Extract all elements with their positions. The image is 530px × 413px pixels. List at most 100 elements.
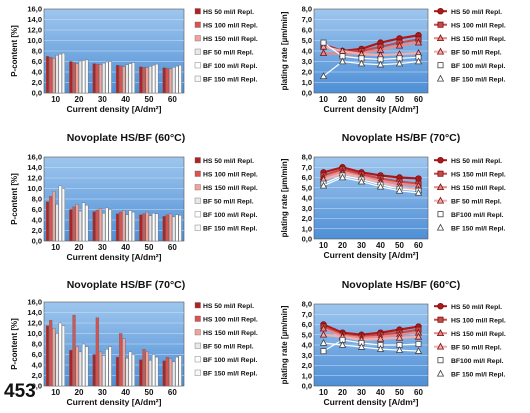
legend-entry: HS 150 ml/l Repl. (194, 329, 258, 337)
bar (165, 68, 169, 94)
bar (178, 215, 182, 242)
y-tick-label: 5,0 (302, 183, 312, 192)
legend-swatch (194, 48, 201, 55)
chart-title: Novoplate HS/BF (60°C) (342, 279, 461, 291)
bar (81, 60, 86, 94)
bar (178, 64, 182, 94)
y-tick-label: 14,0 (27, 308, 42, 317)
bar (168, 358, 173, 387)
bar (172, 216, 176, 242)
bar (85, 205, 89, 242)
y-tick-label: 14,0 (27, 163, 42, 172)
y-tick-label: 16,0 (27, 298, 42, 307)
bar (115, 213, 120, 242)
x-tick-label: 50 (145, 243, 154, 252)
x-tick-label: 60 (414, 388, 423, 397)
bar (108, 61, 112, 94)
data-point (376, 334, 385, 342)
x-tick-label: 40 (121, 95, 130, 104)
legend-marker (436, 34, 445, 41)
x-tick-label: 40 (121, 388, 130, 397)
bar (162, 67, 166, 94)
legend-entry: HS 50 ml/l Repl. (194, 302, 254, 310)
bar (139, 359, 143, 387)
x-tick-label: 30 (357, 388, 366, 397)
y-axis-label: plating rate [µm/min] (280, 305, 289, 384)
series-line (323, 176, 419, 194)
bar (151, 64, 156, 94)
x-tick-label: 10 (319, 95, 328, 104)
data-point (320, 348, 327, 355)
bar (102, 62, 106, 94)
legend-entry: BF 100 ml/l Repl. (434, 62, 506, 70)
bar (128, 63, 132, 94)
y-tick-label: 6,0 (32, 350, 42, 359)
bar (52, 58, 56, 94)
bar (139, 214, 143, 242)
legend-entry: HS 50 ml/l Repl. (434, 156, 502, 165)
y-tick-label: 4,0 (32, 68, 42, 77)
bar (139, 66, 143, 94)
x-axis-label: Current density [A/dm²] (324, 397, 419, 407)
bar (125, 64, 129, 94)
y-tick-label: 7,0 (302, 163, 312, 172)
legend-swatch (194, 302, 201, 309)
legend-entry: BF100 ml/l Repl. (434, 357, 504, 365)
legend-label: BF 50 ml/l Repl. (451, 344, 502, 351)
legend-label: HS 150 ml/l Repl. (451, 36, 506, 43)
series-line (323, 42, 419, 61)
legend-label: BF 50 ml/l Repl. (451, 198, 502, 205)
y-tick-label: 6,0 (32, 205, 42, 214)
bar (69, 61, 73, 94)
y-tick-label: 12,0 (27, 26, 42, 35)
y-tick-label: 0,0 (302, 382, 312, 391)
bar (172, 67, 176, 94)
y-tick-label: 12,0 (27, 174, 42, 183)
bar (78, 210, 82, 242)
bar (92, 211, 96, 242)
bar (142, 213, 146, 242)
bar (162, 216, 166, 242)
y-tick-label: 16,0 (27, 153, 42, 162)
y-tick-label: 4,0 (302, 341, 312, 350)
legend-label: BF 100 ml/l Repl. (203, 212, 258, 219)
bar (55, 333, 59, 387)
legend-swatch (194, 197, 201, 204)
y-tick-label: 3,0 (302, 351, 312, 360)
y-tick-label: 14,0 (27, 15, 42, 24)
y-tick-label: 10,0 (27, 329, 42, 338)
bar (55, 204, 59, 242)
bar (145, 211, 149, 242)
legend-swatch (194, 224, 201, 231)
chart-panel-2: 0,0 1,02,0 3,04,0 5,06,0 7,08,0 plating rate … (280, 5, 506, 115)
legend-swatch (194, 62, 201, 69)
legend-label: HS 150 ml/l Repl. (451, 185, 506, 192)
legend-swatch (194, 184, 201, 191)
x-tick-label: 30 (98, 243, 107, 252)
legend-entry: BF 150 ml/l Repl. (194, 369, 258, 377)
y-tick-label: 5,0 (302, 330, 312, 339)
y-tick-label: 8,0 (32, 340, 42, 349)
legend-entry: HS 100 ml/l Repl. (194, 21, 258, 29)
bar (119, 333, 123, 387)
legend-entry: HS 50 ml/l Repl. (434, 7, 502, 16)
bar (92, 354, 96, 387)
legend-label: HS 50 ml/l Repl. (203, 9, 254, 16)
data-point (319, 72, 328, 79)
bar (85, 59, 89, 94)
y-tick-label: 8,0 (32, 195, 42, 204)
y-axis-label: plating rate [µm/min] (280, 11, 289, 90)
bar (105, 349, 109, 387)
chart-panel-4: Novoplate HS/BF (70°C) 0,0 1,02,03,04,0 5,0… (280, 132, 506, 260)
legend-entry: HS 50 ml/l Repl. (434, 303, 502, 311)
data-point (414, 347, 423, 354)
bar (58, 53, 62, 94)
legend-label: BF 50 ml/l Repl. (203, 49, 254, 56)
legend-label: HS 150 ml/l Repl. (203, 36, 258, 43)
bar (81, 343, 86, 387)
bar (172, 361, 176, 387)
series-line (323, 174, 419, 192)
x-tick-label: 40 (376, 95, 385, 104)
bar (75, 204, 79, 242)
legend-entry: BF 50 ml/l Repl. (194, 48, 254, 56)
